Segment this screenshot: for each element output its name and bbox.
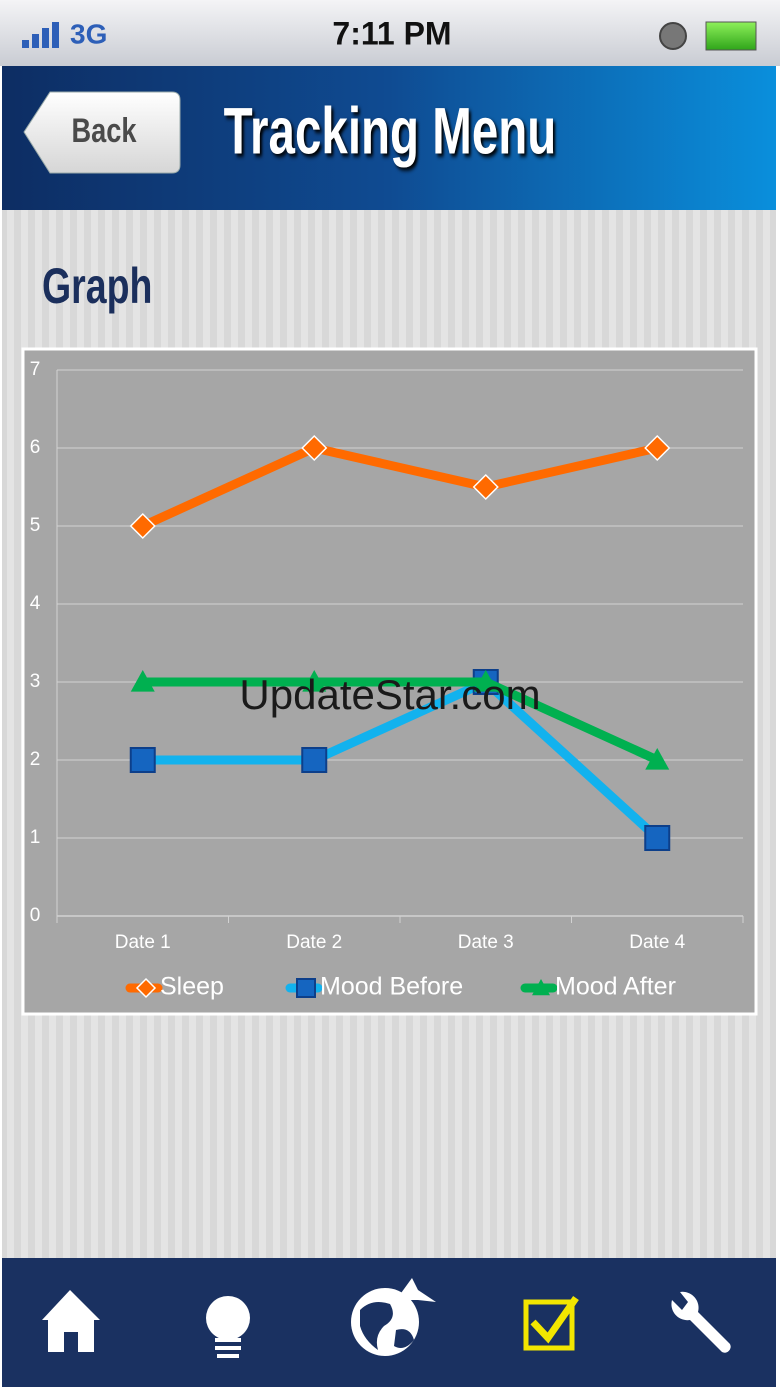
y-tick-label: 1: [30, 827, 41, 848]
diamond-marker: [129, 512, 156, 540]
y-tick-label: 0: [30, 905, 41, 926]
back-button[interactable]: [23, 91, 181, 174]
clock: 7:11 PM: [332, 15, 451, 51]
bulb-icon[interactable]: [206, 1296, 250, 1358]
wrench-icon[interactable]: [671, 1291, 731, 1353]
triangle-marker: [645, 748, 670, 770]
diamond-marker: [644, 434, 671, 462]
legend-marker: [296, 978, 316, 998]
watermark: UpdateStar.com: [239, 671, 540, 718]
status-dot: [659, 22, 687, 50]
signal-icon: [22, 22, 59, 48]
legend-label: Mood Before: [320, 973, 463, 1001]
section-title: Graph: [42, 259, 152, 314]
x-tick-label: Date 2: [286, 932, 342, 953]
back-label[interactable]: Back: [72, 111, 138, 150]
checklist-icon[interactable]: [523, 1295, 579, 1351]
diamond-marker: [472, 473, 499, 501]
y-tick-label: 3: [30, 671, 41, 692]
legend-marker: [135, 977, 157, 999]
line-chart: 0 1 2 3 4 5 6 7 Date 1 Date 2 Date 3 Date 4 Sleep Moo…: [30, 359, 744, 1001]
y-tick-label: 2: [30, 749, 41, 770]
legend-label: Sleep: [160, 973, 224, 1001]
y-tick-label: 6: [30, 437, 41, 458]
series-line: [142, 677, 661, 842]
header-title: Tracking Menu: [224, 95, 557, 168]
diamond-marker: [301, 434, 328, 462]
battery-icon: [705, 21, 757, 51]
x-tick-label: Date 1: [115, 932, 171, 953]
series-line: [142, 677, 660, 765]
y-tick-label: 5: [30, 515, 41, 536]
triangle-marker: [302, 670, 327, 692]
y-tick-label: 7: [30, 359, 41, 380]
y-tick-label: 4: [30, 593, 41, 614]
globe-icon[interactable]: [351, 1278, 436, 1356]
legend-marker: [532, 979, 550, 996]
triangle-marker: [130, 670, 155, 692]
square-marker: [644, 825, 671, 851]
x-tick-label: Date 4: [629, 932, 685, 953]
series-line: [140, 443, 659, 531]
network-label: 3G: [70, 18, 107, 49]
status-bar: [0, 0, 780, 66]
square-marker: [301, 747, 328, 773]
square-marker: [129, 747, 156, 773]
home-icon[interactable]: [42, 1290, 100, 1352]
triangle-marker: [473, 670, 498, 692]
x-tick-label: Date 3: [458, 932, 514, 953]
legend-label: Mood After: [555, 973, 676, 1001]
